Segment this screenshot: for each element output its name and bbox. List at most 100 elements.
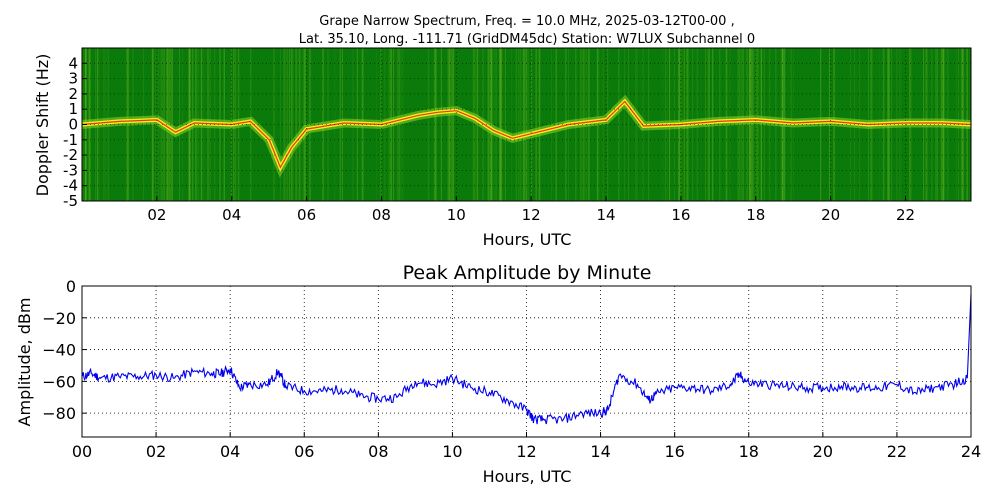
spectrogram-streak bbox=[434, 48, 437, 201]
spectrogram-streak bbox=[300, 48, 302, 201]
amplitude-line bbox=[81, 293, 972, 425]
y-tick-label: 1 bbox=[68, 100, 78, 118]
spectrogram-streak bbox=[304, 48, 306, 201]
spectrum-xlabel: Hours, UTC bbox=[483, 230, 572, 249]
spectrogram-streak bbox=[499, 48, 502, 201]
spectrogram-streak bbox=[500, 48, 502, 201]
x-tick-label: 20 bbox=[813, 442, 833, 461]
spectrogram-streak bbox=[280, 48, 281, 201]
spectrogram-streak bbox=[298, 48, 301, 201]
spectrum-title-line1: Grape Narrow Spectrum, Freq. = 10.0 MHz,… bbox=[319, 14, 734, 29]
x-tick-label: 22 bbox=[887, 442, 907, 461]
spectrogram-streak bbox=[178, 48, 180, 201]
spectrogram-streak bbox=[522, 48, 525, 201]
spectrogram-streak bbox=[499, 48, 501, 201]
x-tick-label: 18 bbox=[746, 206, 765, 224]
spectrogram-streak bbox=[516, 48, 518, 201]
spectrogram-streak bbox=[451, 48, 453, 201]
x-tick-label: 08 bbox=[368, 442, 388, 461]
x-tick-label: 12 bbox=[522, 206, 541, 224]
x-tick-label: 16 bbox=[664, 442, 684, 461]
doppler-trace-peak bbox=[81, 100, 972, 169]
spectrogram-streak bbox=[448, 48, 450, 201]
x-tick-label: 14 bbox=[596, 206, 615, 224]
spectrogram-streak bbox=[515, 48, 517, 201]
amplitude-y-axis: 0 −20 −40 −60 −80 bbox=[42, 277, 87, 423]
spectrogram-streak bbox=[495, 48, 497, 201]
x-tick-label: 14 bbox=[590, 442, 610, 461]
x-tick-label: 06 bbox=[297, 206, 316, 224]
spectrogram-streak bbox=[527, 48, 529, 201]
spectrogram-streak bbox=[291, 48, 292, 201]
spectrogram-streak bbox=[447, 48, 449, 201]
y-tick-label: 2 bbox=[68, 85, 78, 103]
spectrogram-streak bbox=[628, 48, 629, 201]
amplitude-series bbox=[81, 293, 972, 425]
y-tick-label: −80 bbox=[42, 404, 76, 423]
y-tick-label: -5 bbox=[63, 192, 78, 210]
spectrogram-streak bbox=[501, 48, 503, 201]
spectrogram-streak bbox=[304, 48, 306, 201]
x-tick-label: 24 bbox=[961, 442, 981, 461]
spectrogram-streak bbox=[448, 48, 451, 201]
x-tick-label: 20 bbox=[821, 206, 840, 224]
x-tick-label: 04 bbox=[220, 442, 240, 461]
x-tick-label: 02 bbox=[146, 442, 166, 461]
amplitude-ylabel: Amplitude, dBm bbox=[15, 298, 34, 427]
x-tick-label: 02 bbox=[147, 206, 166, 224]
amplitude-plot bbox=[81, 285, 972, 438]
spectrogram-streak bbox=[538, 48, 541, 201]
spectrogram-streak bbox=[427, 48, 430, 201]
amplitude-x-axis: 00 02 04 06 08 10 12 14 16 18 20 22 24 bbox=[72, 432, 981, 461]
spectrogram-grid bbox=[82, 48, 971, 202]
x-tick-label: 10 bbox=[442, 442, 462, 461]
x-tick-label: 12 bbox=[516, 442, 536, 461]
spectrogram-streak bbox=[521, 48, 523, 201]
x-tick-label: 16 bbox=[671, 206, 690, 224]
spectrum-title-line2: Lat. 35.10, Long. -111.71 (GridDM45dc) S… bbox=[299, 32, 755, 47]
spectrogram-x-axis: 02 04 06 08 10 12 14 16 18 20 22 bbox=[147, 196, 915, 224]
spectrogram-streak bbox=[303, 48, 306, 201]
x-tick-label: 04 bbox=[222, 206, 241, 224]
amplitude-background bbox=[82, 286, 971, 437]
y-tick-label: 0 bbox=[66, 277, 76, 296]
spectrogram-streak bbox=[504, 48, 506, 201]
y-tick-label: −60 bbox=[42, 372, 76, 391]
spectrogram-streak bbox=[499, 48, 501, 201]
y-tick-label: 0 bbox=[68, 116, 78, 134]
spectrogram-streak bbox=[535, 48, 537, 201]
y-tick-label: −20 bbox=[42, 309, 76, 328]
spectrogram-streak bbox=[635, 48, 637, 201]
spectrogram-streak bbox=[172, 48, 173, 201]
spectrogram-streak bbox=[435, 48, 438, 201]
y-tick-label: -4 bbox=[63, 177, 78, 195]
spectrogram-streak bbox=[523, 48, 525, 201]
y-tick-label: −40 bbox=[42, 341, 76, 360]
y-tick-label: 3 bbox=[68, 70, 78, 88]
spectrogram-plot bbox=[81, 47, 972, 202]
spectrogram-streak bbox=[624, 48, 626, 201]
x-tick-label: 06 bbox=[294, 442, 314, 461]
spectrogram-streak bbox=[440, 48, 442, 201]
y-tick-label: -2 bbox=[63, 146, 78, 164]
x-tick-label: 00 bbox=[72, 442, 92, 461]
amplitude-title: Peak Amplitude by Minute bbox=[403, 262, 652, 284]
spectrogram-streak bbox=[535, 48, 537, 201]
spectrogram-streak bbox=[472, 48, 474, 201]
spectrogram-streak bbox=[302, 48, 305, 201]
y-tick-label: 4 bbox=[68, 54, 78, 72]
spectrogram-streak bbox=[286, 48, 289, 201]
spectrogram-streak bbox=[289, 48, 290, 201]
amplitude-xlabel: Hours, UTC bbox=[483, 467, 572, 486]
spectrogram-streak bbox=[292, 48, 294, 201]
spectrogram-streak bbox=[474, 48, 476, 201]
x-tick-label: 08 bbox=[372, 206, 391, 224]
spectrogram-streak bbox=[290, 48, 292, 201]
spectrogram-streak bbox=[452, 48, 455, 201]
spectrogram-streak bbox=[285, 48, 287, 201]
spectrogram-streak bbox=[154, 48, 156, 201]
spectrogram-streak bbox=[283, 48, 285, 201]
x-tick-label: 22 bbox=[896, 206, 915, 224]
